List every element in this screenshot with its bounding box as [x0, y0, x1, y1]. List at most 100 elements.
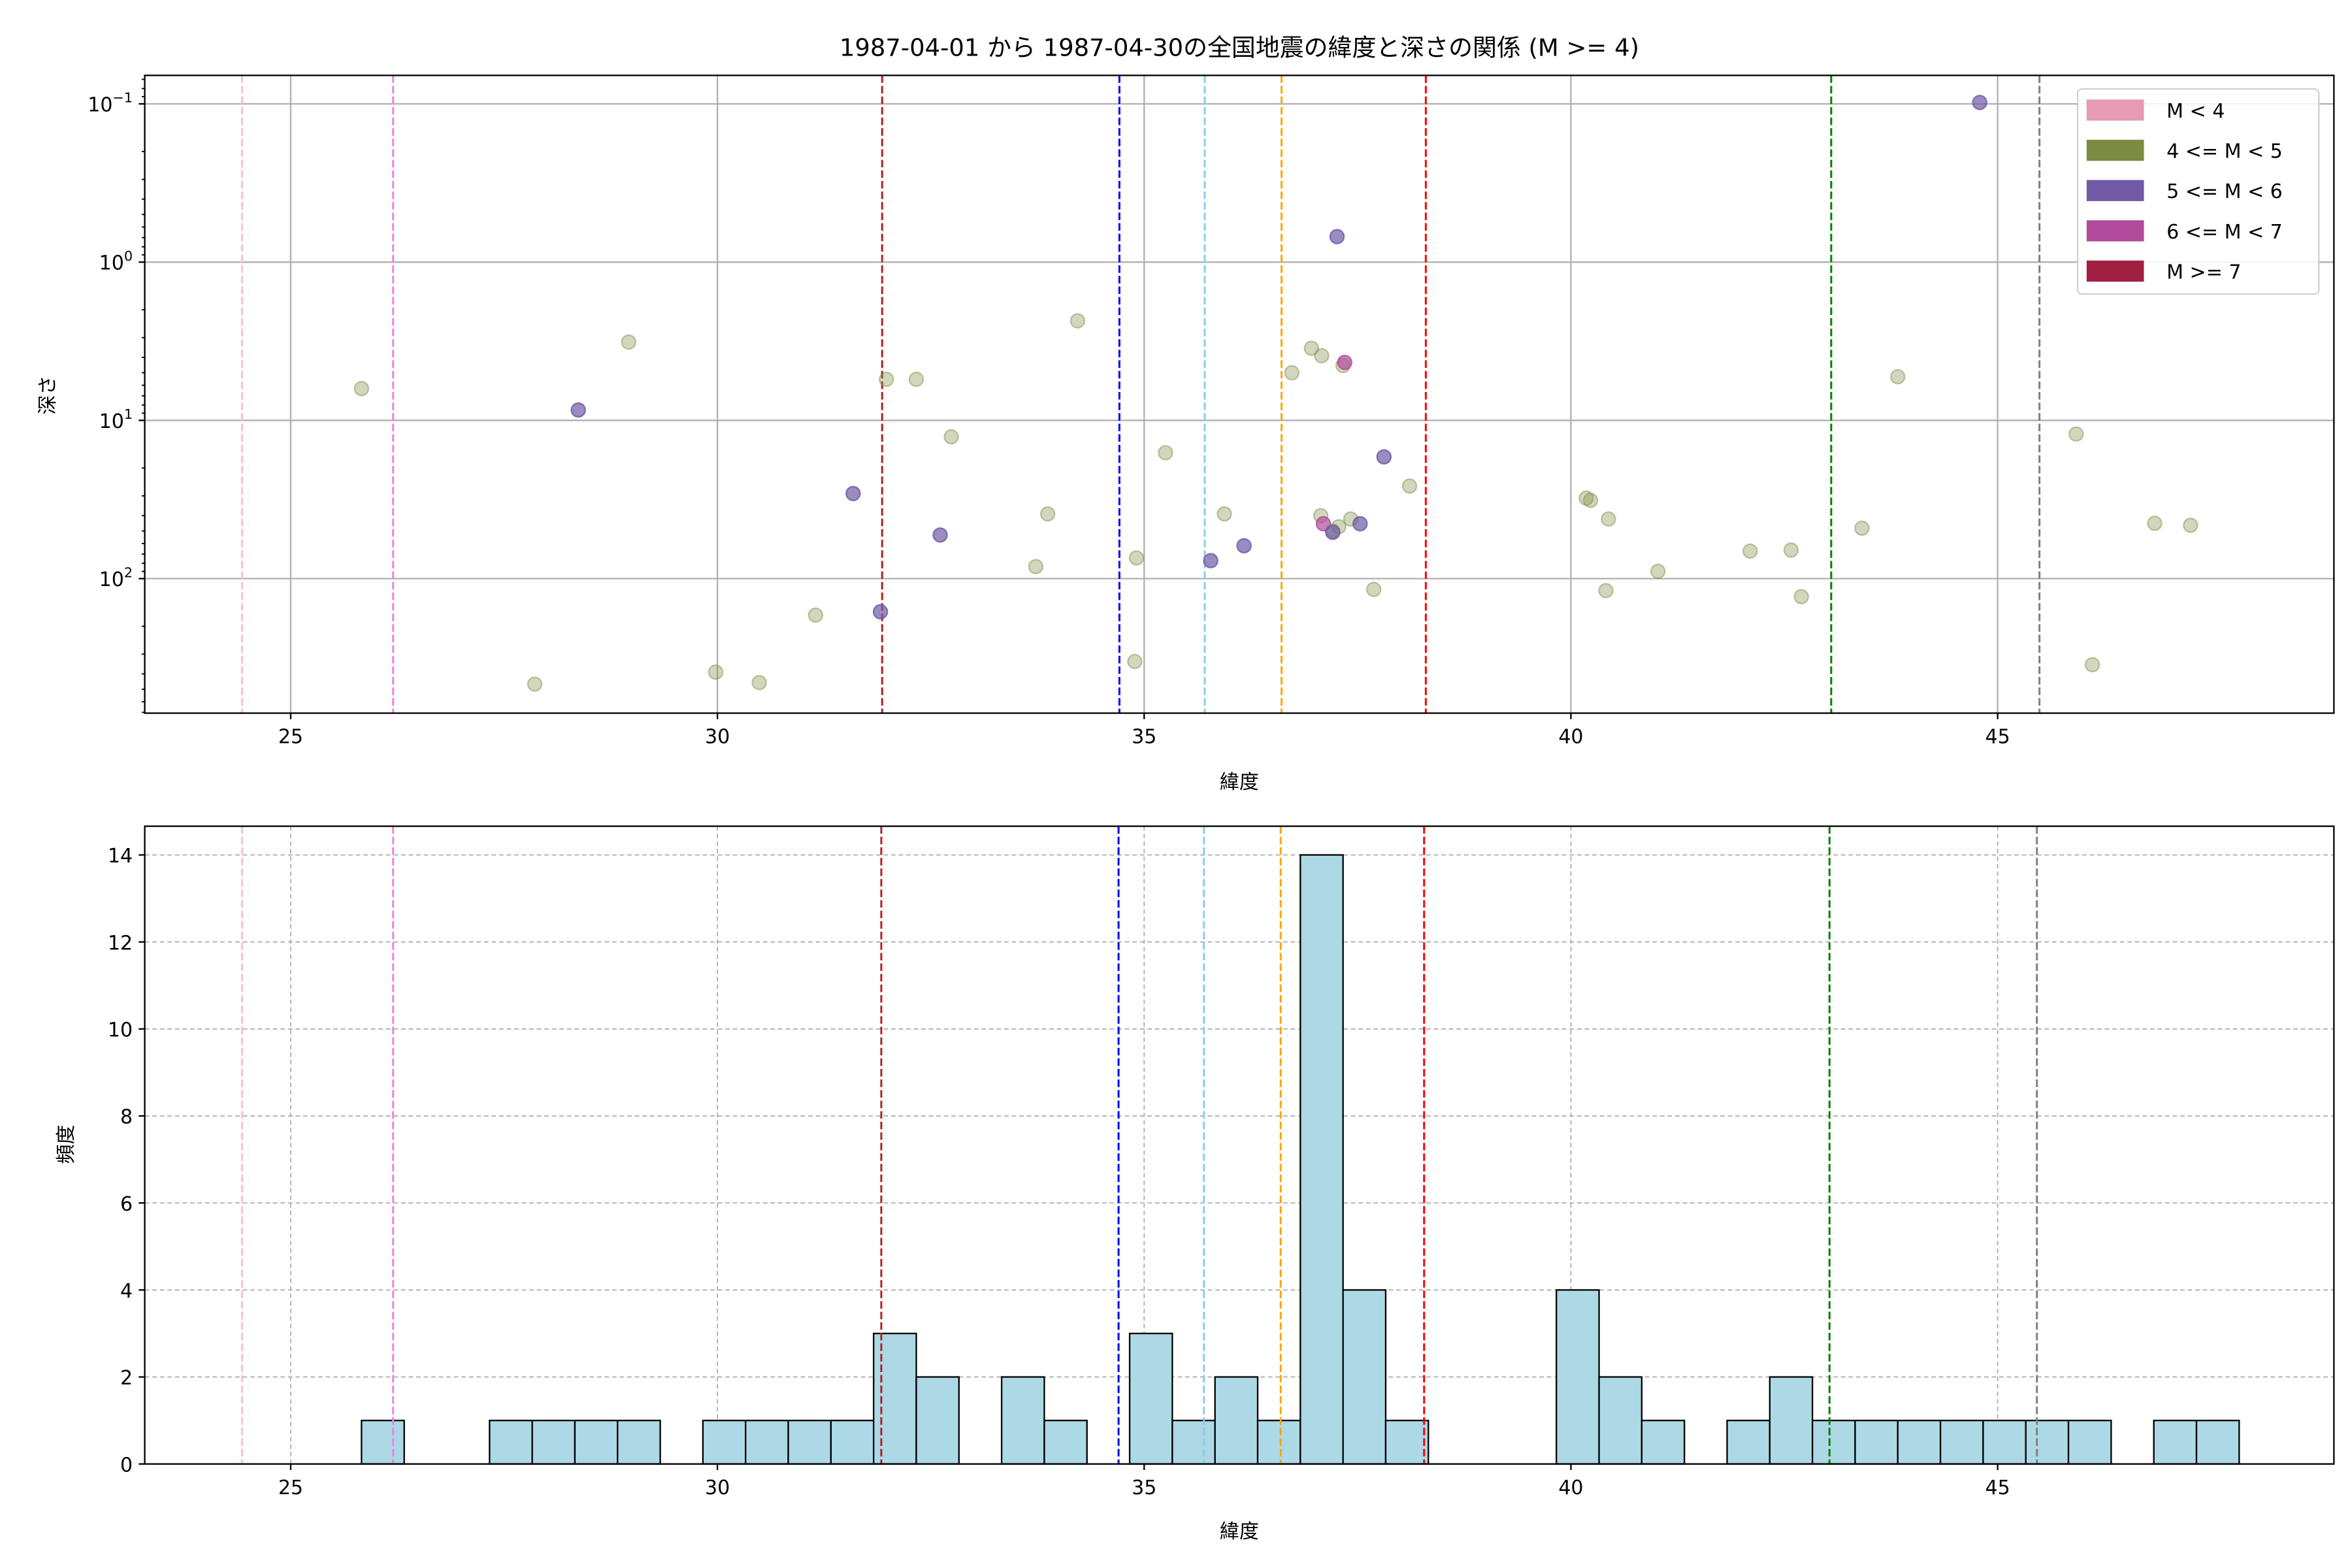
- x-tick-label: 40: [1558, 726, 1583, 749]
- histogram-bar: [2153, 1420, 2198, 1465]
- scatter-point: [1217, 506, 1232, 522]
- scatter-point: [2147, 515, 2163, 531]
- histogram-bar: [1641, 1420, 1686, 1465]
- histogram-bar: [531, 1420, 576, 1465]
- legend-swatch: [2086, 260, 2144, 282]
- legend-label: 4 <= M < 5: [2166, 140, 2283, 163]
- histogram-axes-frame: [144, 825, 2335, 1465]
- scatter-point: [1352, 515, 1368, 532]
- legend-label: M < 4: [2166, 100, 2225, 123]
- legend-label: 5 <= M < 6: [2166, 180, 2283, 203]
- legend-swatch: [2086, 180, 2144, 201]
- histogram-bar: [1043, 1420, 1088, 1465]
- scatter-point: [1854, 520, 1870, 536]
- legend: M < 4 4 <= M < 5 5 <= M < 6 6 <= M < 7 M >= …: [2076, 88, 2320, 295]
- histogram-bar: [787, 1420, 832, 1465]
- scatter-point: [1650, 563, 1666, 580]
- histogram-bar: [1939, 1420, 1984, 1465]
- legend-swatch: [2086, 220, 2144, 242]
- y-tick-label: 0: [120, 1454, 133, 1477]
- scatter-point: [1284, 365, 1300, 381]
- tick-base: 10: [99, 568, 124, 591]
- tick-base: 10: [99, 252, 124, 275]
- chart-title: 1987-04-01 から 1987-04-30の全国地震の緯度と深さの関係 (…: [840, 33, 1639, 61]
- scatter-point: [1325, 525, 1341, 540]
- scatter-point: [932, 527, 948, 543]
- scatter-point: [1376, 449, 1392, 465]
- x-tick-label: 35: [1132, 726, 1156, 749]
- x-tick-label: 25: [278, 726, 303, 749]
- scatter-point: [1329, 229, 1345, 244]
- legend-label: M >= 7: [2166, 261, 2241, 284]
- histogram-bar: [2025, 1420, 2070, 1465]
- y-tick-label: 2: [120, 1367, 133, 1390]
- legend-label: 6 <= M < 7: [2166, 221, 2283, 244]
- scatter-point: [943, 429, 959, 445]
- scatter-point: [570, 402, 586, 418]
- scatter-point: [1039, 506, 1056, 522]
- x-tick-label: 45: [1985, 1477, 2010, 1499]
- scatter-point: [1793, 589, 1809, 605]
- scatter-point: [845, 485, 861, 502]
- tick-exponent: 2: [124, 564, 133, 580]
- scatter-point: [2084, 657, 2100, 673]
- scatter-x-label: 緯度: [1220, 771, 1259, 794]
- scatter-point: [1158, 445, 1173, 461]
- scatter-point: [527, 676, 543, 692]
- histogram-bar: [1342, 1289, 1387, 1465]
- histogram-bar: [873, 1332, 917, 1465]
- scatter-point: [2183, 517, 2198, 533]
- histogram-bar: [745, 1420, 789, 1465]
- scatter-point: [1303, 340, 1320, 356]
- scatter-point: [872, 604, 889, 620]
- histogram-bar: [361, 1420, 405, 1465]
- scatter-point: [1203, 553, 1218, 568]
- scatter-point: [1070, 313, 1086, 329]
- tick-base: 10: [88, 94, 112, 117]
- scatter-point: [1401, 478, 1418, 494]
- y-tick-label: 14: [108, 845, 133, 868]
- y-tick-label: 6: [120, 1193, 133, 1216]
- scatter-point: [1128, 550, 1145, 566]
- histogram-bar: [1598, 1376, 1643, 1465]
- histogram-bar: [1897, 1420, 1942, 1465]
- histogram-bar: [830, 1420, 875, 1465]
- histogram-bar: [1000, 1376, 1045, 1465]
- legend-swatch: [2086, 99, 2144, 121]
- histogram-plot: 25 30 35 40 45 0 2 4 6 8 10 12 14: [108, 825, 2335, 1499]
- histogram-x-label: 緯度: [1220, 1520, 1259, 1543]
- histogram-bar: [1128, 1332, 1173, 1465]
- tick-exponent: 1: [124, 406, 133, 422]
- histogram-bar: [1556, 1289, 1600, 1465]
- histogram-bar: [1384, 1420, 1429, 1465]
- tick-base: 10: [99, 410, 124, 433]
- scatter-point: [621, 334, 637, 350]
- y-tick-label: 8: [120, 1106, 133, 1129]
- x-tick-label: 30: [705, 1477, 730, 1499]
- scatter-point: [1314, 348, 1330, 364]
- scatter-point: [2068, 426, 2084, 442]
- scatter-point: [1742, 543, 1758, 559]
- histogram-bar: [1726, 1420, 1771, 1465]
- histogram-bar: [2067, 1420, 2112, 1465]
- y-tick-label: 4: [120, 1280, 133, 1303]
- histogram-bar: [617, 1420, 661, 1465]
- x-tick-label: 45: [1985, 726, 2010, 749]
- y-tick-label: 10−1: [88, 90, 133, 117]
- histogram-bar: [1214, 1376, 1259, 1465]
- histogram-bar: [1256, 1420, 1301, 1465]
- scatter-point: [1582, 493, 1599, 508]
- y-tick-label: 100: [99, 248, 133, 275]
- histogram-bar: [1811, 1420, 1856, 1465]
- histogram-y-label: 頻度: [55, 1125, 78, 1164]
- histogram-bar: [1299, 854, 1344, 1465]
- scatter-point: [708, 664, 724, 680]
- scatter-point: [1028, 559, 1044, 575]
- scatter-point: [908, 371, 924, 387]
- y-tick-label: 10: [108, 1019, 133, 1041]
- scatter-point: [1315, 515, 1331, 532]
- y-tick-label: 12: [108, 932, 133, 955]
- scatter-point: [1598, 583, 1614, 598]
